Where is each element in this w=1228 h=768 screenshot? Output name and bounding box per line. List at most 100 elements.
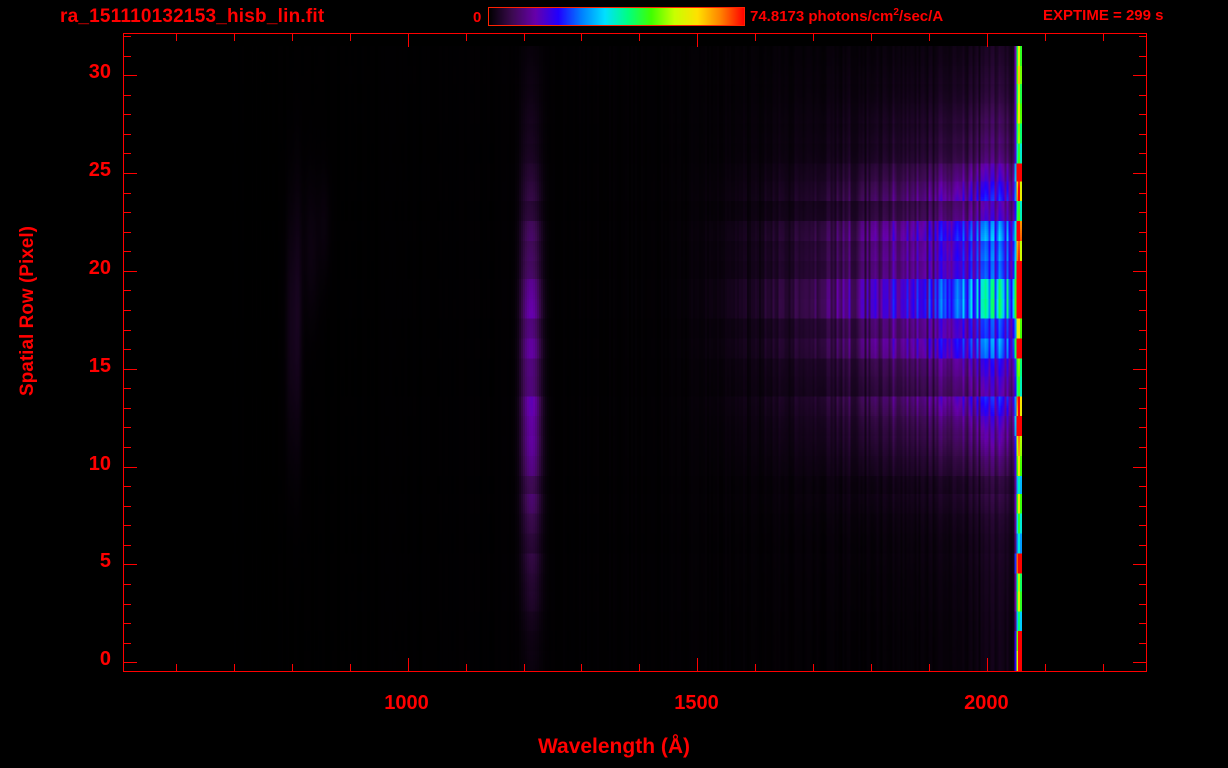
x-axis-tick: [349, 34, 351, 41]
colorbar-max-units-tail: /sec/A: [898, 8, 944, 25]
y-tick-label: 30: [88, 61, 111, 84]
y-axis-tick: [1133, 662, 1146, 664]
y-axis-tick: [1139, 525, 1146, 527]
x-axis-tick: [871, 664, 873, 671]
x-tick-label: 1500: [674, 692, 719, 714]
x-axis-tick: [523, 34, 525, 41]
y-axis-tick: [1139, 212, 1146, 214]
y-axis-tick: [1139, 309, 1146, 311]
y-axis-tick: [1139, 192, 1146, 194]
y-axis-tick: [124, 388, 131, 390]
x-axis-tick: [639, 34, 641, 41]
x-axis-tick: [755, 664, 757, 671]
x-axis-tick: [697, 658, 699, 671]
y-axis-tick: [124, 55, 131, 57]
x-axis-tick: [813, 34, 815, 41]
y-axis-tick: [124, 133, 131, 135]
y-axis-tick: [1139, 603, 1146, 605]
y-axis-tick: [124, 407, 131, 409]
y-axis-tick: [1139, 427, 1146, 429]
y-axis-tick: [124, 583, 131, 585]
y-axis-tick: [124, 642, 131, 644]
y-axis-tick: [124, 505, 131, 507]
y-axis-tick: [124, 662, 137, 664]
x-axis-tick: [465, 664, 467, 671]
x-axis-tick: [407, 658, 409, 671]
y-axis-tick: [124, 35, 131, 37]
y-axis-label: Spatial Row (Pixel): [17, 226, 38, 396]
y-axis-tick: [124, 251, 131, 253]
x-axis-tick: [987, 34, 989, 47]
file-title: ra_151110132153_hisb_lin.fit: [60, 6, 325, 27]
x-axis-tick: [1103, 34, 1105, 41]
x-axis-tick: [349, 664, 351, 671]
x-axis-tick: [1103, 664, 1105, 671]
x-axis-tick: [233, 664, 235, 671]
exposure-time-label: EXPTIME = 299 s: [1043, 7, 1164, 24]
x-axis-tick: [755, 34, 757, 41]
y-tick-label: 0: [99, 648, 111, 671]
colorbar-max-label: 74.8173 photons/cm2/sec/A: [750, 7, 943, 25]
y-axis-tick: [1139, 505, 1146, 507]
y-axis-tick: [124, 623, 131, 625]
x-axis-tick: [581, 664, 583, 671]
colorbar-gradient: [489, 8, 744, 25]
y-axis-tick: [1139, 114, 1146, 116]
y-axis-tick: [124, 290, 131, 292]
y-axis-tick: [124, 466, 137, 468]
y-axis-tick: [1139, 388, 1146, 390]
y-axis-tick: [1133, 75, 1146, 77]
y-axis-tick: [124, 446, 131, 448]
x-axis-tick: [523, 664, 525, 671]
y-tick-label: 15: [88, 354, 111, 377]
y-axis-tick: [1139, 251, 1146, 253]
y-axis-tick: [124, 309, 131, 311]
x-axis-tick: [291, 34, 293, 41]
colorbar-max-value: 74.8173 photons/cm: [750, 8, 894, 25]
y-axis-tick: [1139, 55, 1146, 57]
y-axis-tick: [124, 153, 131, 155]
x-axis-tick: [1045, 664, 1047, 671]
x-axis-tick: [1045, 34, 1047, 41]
spectral-plot-frame: [123, 33, 1147, 672]
y-axis-tick: [1139, 623, 1146, 625]
y-axis-tick: [1139, 133, 1146, 135]
x-axis-tick: [407, 34, 409, 47]
x-axis-tick: [871, 34, 873, 41]
colorbar-max-exponent: 2: [893, 7, 899, 18]
y-axis-tick: [1139, 486, 1146, 488]
y-axis-tick: [124, 231, 131, 233]
x-axis-tick: [929, 664, 931, 671]
colorbar-min-label: 0: [473, 9, 482, 26]
y-axis-tick: [1139, 290, 1146, 292]
x-axis-tick: [175, 34, 177, 41]
y-axis-tick: [124, 427, 131, 429]
y-axis-tick: [124, 525, 131, 527]
x-axis-tick: [291, 664, 293, 671]
y-tick-label: 25: [88, 158, 111, 181]
x-tick-label: 1000: [384, 692, 429, 714]
y-axis-tick: [124, 368, 137, 370]
y-axis-tick: [1139, 642, 1146, 644]
y-tick-label: 5: [99, 550, 111, 573]
y-axis-tick: [1139, 407, 1146, 409]
y-tick-label: 10: [88, 452, 111, 475]
y-axis-tick: [1133, 270, 1146, 272]
x-axis-tick: [465, 34, 467, 41]
y-axis-tick: [124, 172, 137, 174]
x-axis-tick: [813, 664, 815, 671]
y-axis-tick: [124, 270, 137, 272]
y-axis-tick: [124, 94, 131, 96]
y-axis-tick: [1139, 231, 1146, 233]
y-axis-tick: [1133, 564, 1146, 566]
y-axis-tick: [124, 603, 131, 605]
y-axis-tick: [1139, 153, 1146, 155]
y-axis-tick: [1139, 94, 1146, 96]
y-axis-tick: [1139, 446, 1146, 448]
y-axis-tick: [1139, 349, 1146, 351]
y-axis-tick: [124, 212, 131, 214]
y-tick-label: 20: [88, 256, 111, 279]
x-axis-tick: [697, 34, 699, 47]
x-axis-label: Wavelength (Å): [537, 735, 691, 758]
